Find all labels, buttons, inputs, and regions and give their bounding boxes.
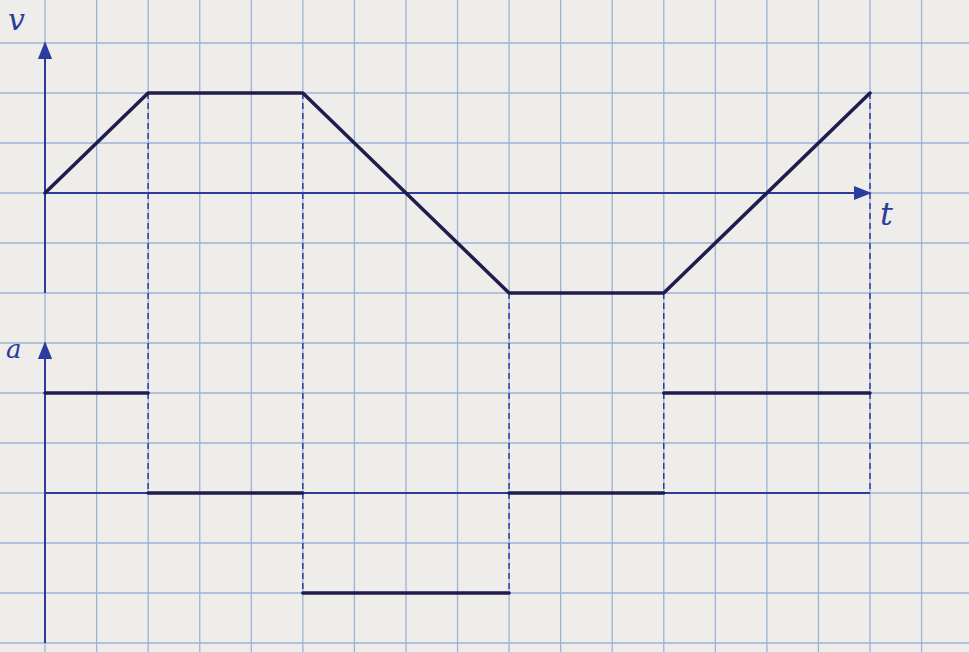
y-axis <box>44 43 46 293</box>
paper-line <box>869 0 870 652</box>
paper-line <box>0 542 969 543</box>
paper <box>0 0 969 652</box>
plot-v <box>45 93 870 293</box>
paper-line <box>0 342 969 343</box>
chart: v t a <box>0 0 969 652</box>
acceleration-step <box>303 591 509 595</box>
paper-line <box>457 0 458 652</box>
labels: v t a <box>6 2 893 364</box>
guide-line <box>869 93 871 493</box>
y-axis-title: v <box>8 2 25 37</box>
guide-line <box>147 93 149 493</box>
acceleration-step <box>148 491 303 495</box>
paper-line <box>715 0 716 652</box>
paper-line <box>148 0 149 652</box>
acceleration-step <box>509 491 664 495</box>
paper-line <box>663 0 664 652</box>
x-axis <box>45 492 870 494</box>
paper-line <box>0 642 969 643</box>
y-axis-title: a <box>6 334 22 364</box>
paper-line <box>251 0 252 652</box>
paper-line <box>612 0 613 652</box>
acceleration-step <box>45 391 148 395</box>
paper-line <box>0 442 969 443</box>
guide-line <box>508 293 510 593</box>
velocity-line <box>45 93 870 293</box>
paper-line <box>0 292 969 293</box>
paper-line <box>921 0 922 652</box>
paper-line <box>0 392 969 393</box>
paper-line <box>405 0 406 652</box>
paper-line <box>354 0 355 652</box>
paper-grid <box>0 0 969 652</box>
paper-line <box>0 192 969 193</box>
paper-line <box>0 142 969 143</box>
axes <box>45 43 870 643</box>
paper-line <box>818 0 819 652</box>
plot-a <box>45 393 870 593</box>
paper-line <box>44 0 45 652</box>
guides <box>148 93 870 593</box>
paper-line <box>0 592 969 593</box>
paper-line <box>199 0 200 652</box>
paper-line <box>0 42 969 43</box>
x-axis-title: t <box>880 195 893 233</box>
x-axis <box>45 192 870 194</box>
guide-line <box>302 93 304 593</box>
paper-line <box>0 242 969 243</box>
acceleration-step <box>664 391 870 395</box>
paper-line <box>560 0 561 652</box>
paper-line <box>96 0 97 652</box>
paper-line <box>302 0 303 652</box>
paper-line <box>766 0 767 652</box>
paper-line <box>0 492 969 493</box>
paper-line <box>508 0 509 652</box>
